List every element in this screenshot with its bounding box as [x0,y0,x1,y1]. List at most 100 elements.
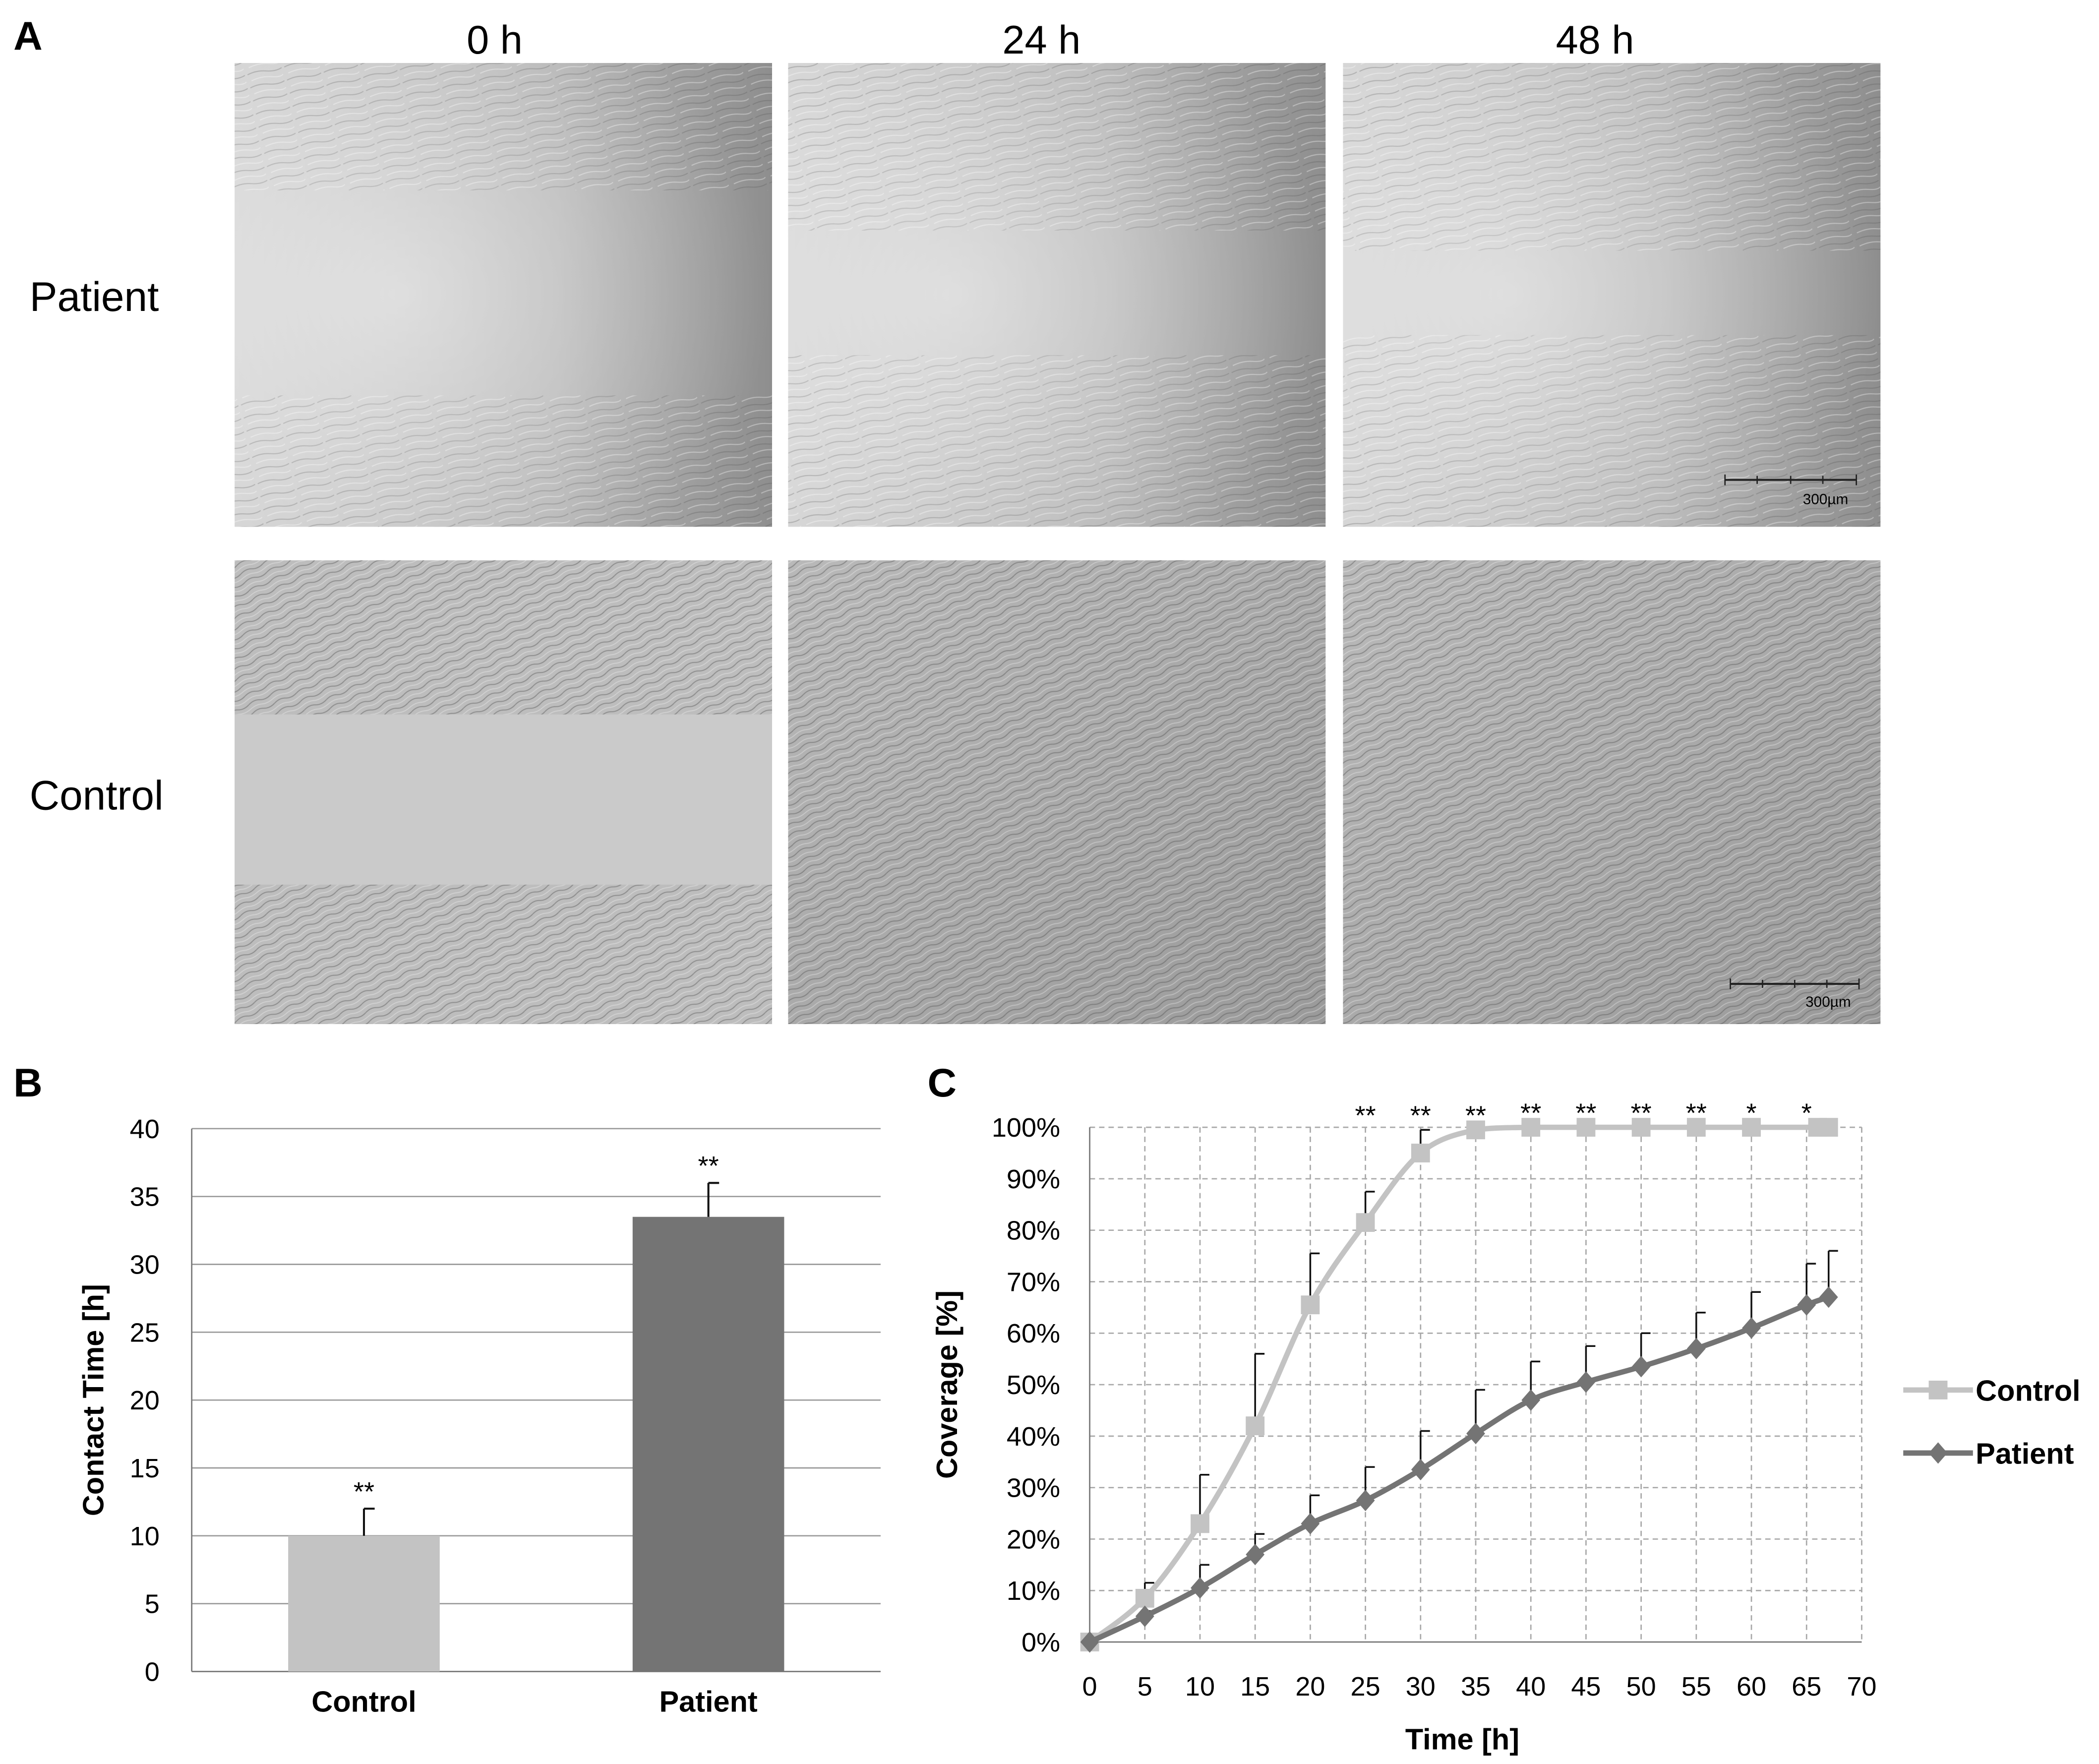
x-tick-label: 70 [1847,1672,1876,1702]
row-label-patient: Patient [30,273,159,320]
x-tick-label: 5 [1138,1672,1152,1702]
significance-label: ** [698,1151,719,1181]
data-point-patient [1686,1338,1706,1360]
x-tick-label: 35 [1461,1672,1491,1702]
data-point-control [1686,1118,1706,1137]
x-tick-label: 10 [1185,1672,1215,1702]
data-point-patient [1631,1356,1651,1378]
x-tick-label: 25 [1351,1672,1380,1702]
legend-label-patient: Patient [1976,1437,2074,1470]
y-tick-label: 30 [130,1250,160,1279]
y-axis-title: Contact Time [h] [76,1284,110,1516]
y-tick-label: 50% [1007,1370,1060,1400]
data-point-patient [1356,1489,1375,1512]
data-point-patient [1191,1577,1209,1599]
data-point-patient [1301,1513,1320,1534]
y-tick-label: 10 [130,1521,160,1551]
significance-label: ** [1410,1101,1431,1131]
data-point-control [1301,1295,1320,1315]
data-point-patient [1135,1605,1154,1627]
bar [632,1217,784,1672]
bar-chart-contact-time: 0 5 10 15 20 25 30 35 40 ** Control ** Patient Contac… [76,1114,881,1718]
data-point-patient [1521,1389,1541,1411]
x-tick-label: 60 [1737,1672,1766,1702]
legend-label-control: Control [1976,1374,2080,1407]
x-tick-label: 55 [1681,1672,1711,1702]
significance-label: ** [1631,1098,1652,1128]
data-point-patient [1246,1543,1265,1566]
y-tick-label: 60% [1007,1319,1060,1348]
panel-b-letter: B [13,1061,43,1105]
x-tick-label: 15 [1240,1672,1270,1702]
column-header-24h: 24 h [1002,18,1080,62]
data-point-control [1411,1144,1430,1162]
y-axis-title: Coverage [%] [930,1290,963,1479]
legend-marker-patient [1928,1442,1948,1464]
scale-bar-control: 300µm [1730,978,1860,1010]
y-tick-label: 25 [130,1318,160,1347]
y-tick-label: 40 [130,1114,160,1144]
scale-bar-label-control: 300µm [1805,994,1851,1010]
bar [288,1535,440,1672]
y-tick-label: 100% [992,1113,1060,1143]
x-tick-label: 45 [1571,1672,1601,1702]
column-header-48h: 48 h [1556,18,1634,62]
significance-label: ** [1520,1098,1541,1128]
scale-bar-label-patient: 300µm [1803,491,1848,507]
data-point-control [1819,1118,1838,1137]
scale-bar-patient: 300µm [1724,474,1857,507]
micrograph-control-0h [235,560,773,1025]
y-tick-label: 5 [145,1589,160,1619]
micrograph-patient-0h [235,63,773,527]
data-point-control [1576,1118,1596,1137]
y-tick-label: 10% [1007,1576,1060,1606]
line-chart-coverage: 0 5 10 15 20 25 30 35 40 45 50 55 60 65 70 0% 10% 20% 30% 4… [930,1098,2081,1756]
x-tick-label: 65 [1792,1672,1821,1702]
micrograph-patient-48h: 300µm [1343,63,1881,527]
data-point-control [1742,1118,1761,1137]
micrograph-control-24h [788,560,1326,1025]
data-point-patient [1819,1286,1838,1308]
y-tick-label: 35 [130,1182,160,1212]
micrograph-patient-24h [788,63,1326,527]
data-point-control [1466,1120,1485,1140]
data-point-control [1191,1514,1209,1533]
significance-label: ** [354,1477,374,1507]
y-tick-label: 30% [1007,1473,1060,1503]
y-tick-label: 0% [1021,1628,1060,1657]
y-tick-label: 0 [145,1657,160,1687]
significance-label: ** [1465,1101,1486,1131]
y-tick-label: 80% [1007,1216,1060,1246]
y-tick-label: 15 [130,1454,160,1483]
y-tick-label: 20 [130,1386,160,1415]
significance-label: ** [1355,1101,1376,1131]
data-point-patient [1466,1423,1485,1445]
x-tick-label: 30 [1406,1672,1436,1702]
x-axis-title: Time [h] [1405,1722,1519,1756]
significance-label: ** [1686,1098,1707,1128]
data-point-patient [1742,1317,1761,1339]
x-tick-label: 0 [1082,1672,1097,1702]
y-tick-label: 20% [1007,1524,1060,1554]
micrograph-control-48h: 300µm [1343,560,1881,1025]
y-tick-label: 70% [1007,1267,1060,1297]
row-label-control: Control [30,772,164,819]
data-point-control [1135,1588,1154,1608]
significance-label: * [1746,1098,1757,1128]
y-tick-label: 40% [1007,1422,1060,1452]
x-tick-label: Patient [660,1685,758,1718]
x-tick-label: 20 [1295,1672,1325,1702]
data-point-control [1521,1118,1541,1137]
x-tick-label: Control [311,1685,416,1718]
legend-marker-control [1928,1380,1948,1399]
data-point-control [1246,1416,1265,1436]
significance-label: * [1801,1098,1812,1128]
column-header-0h: 0 h [467,18,523,62]
data-point-patient [1576,1371,1596,1393]
data-point-patient [1411,1459,1430,1480]
panel-c-letter: C [928,1061,957,1105]
panel-a-letter: A [13,14,43,59]
data-point-control [1356,1213,1375,1232]
y-tick-label: 90% [1007,1164,1060,1194]
